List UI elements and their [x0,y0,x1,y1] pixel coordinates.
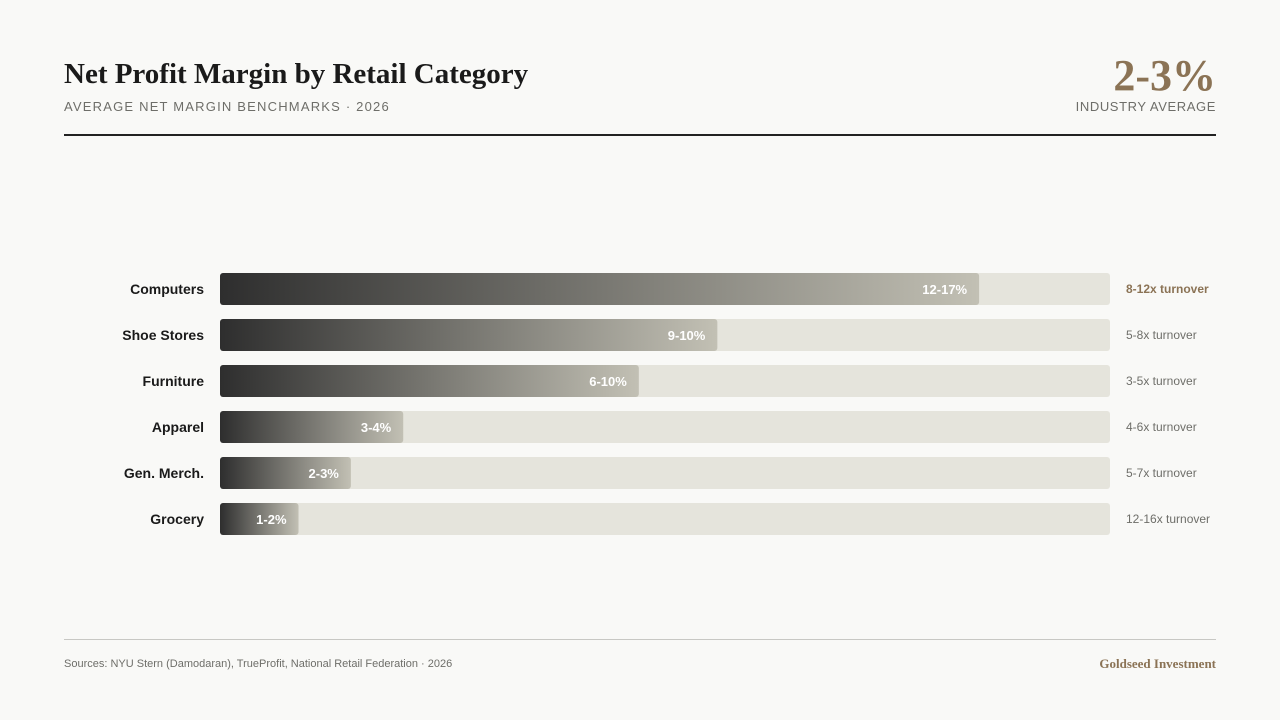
bar [220,457,351,489]
industry-average-label: INDUSTRY AVERAGE [1075,99,1216,114]
category-label: Computers [130,281,204,297]
bar-value-label: 12-17% [922,282,967,297]
chart-subtitle: AVERAGE NET MARGIN BENCHMARKS · 2026 [64,99,390,114]
chart-header: Net Profit Margin by Retail Category AVE… [64,51,1216,136]
bar [220,319,718,351]
turnover-annotation: 3-5x turnover [1126,374,1197,388]
brand-logo-text: Goldseed Investment [1099,656,1216,671]
bar-value-label: 1-2% [256,512,287,527]
category-label: Gen. Merch. [124,465,204,481]
turnover-annotation: 4-6x turnover [1126,420,1197,434]
bar [220,273,980,305]
bar-track [220,503,1110,535]
turnover-annotation: 5-8x turnover [1126,328,1197,342]
footer-divider [64,639,1216,640]
bar-value-label: 6-10% [589,374,627,389]
turnover-annotation: 5-7x turnover [1126,466,1197,480]
category-label: Grocery [150,511,204,527]
sources-note: Sources: NYU Stern (Damodaran), TrueProf… [64,658,453,670]
bar-value-label: 9-10% [668,328,706,343]
chart-title: Net Profit Margin by Retail Category [64,58,529,90]
category-label: Shoe Stores [122,327,204,343]
category-label: Apparel [152,419,204,435]
bar-track [220,411,1110,443]
bar [220,365,639,397]
bar-value-label: 2-3% [309,466,340,481]
bar [220,503,299,535]
turnover-annotation: 8-12x turnover [1126,282,1209,296]
industry-average-value: 2-3% [1113,51,1216,100]
category-label: Furniture [143,373,205,389]
bar-track [220,457,1110,489]
turnover-annotation: 12-16x turnover [1126,512,1210,526]
bar-value-label: 3-4% [361,420,392,435]
bar [220,411,404,443]
